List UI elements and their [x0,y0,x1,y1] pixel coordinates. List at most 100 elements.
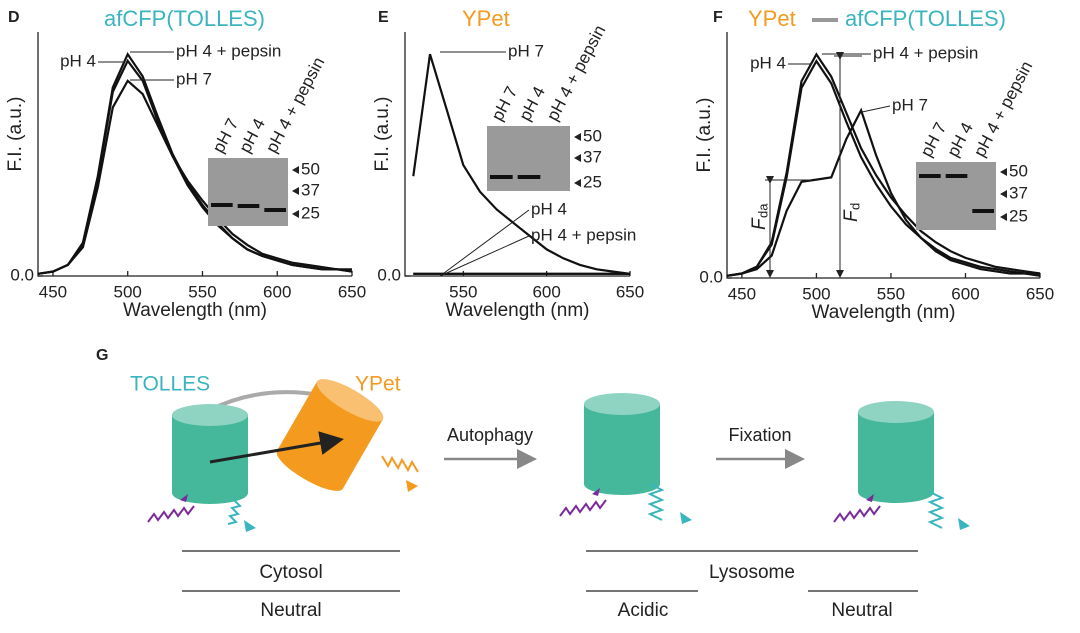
series-label: pH 4 [531,199,567,218]
gel-inset [916,162,996,230]
series-label: pH 4 + pepsin [873,43,978,62]
panel-letter: G [96,347,108,364]
x-tick-label: 500 [114,282,142,301]
annotation: F [841,209,862,222]
marker-arrow [574,154,581,162]
gel-band [264,208,286,212]
series-label: pH 7 [508,41,544,60]
x-tick-label: 550 [188,282,216,301]
annotation-sub: da [755,203,770,218]
y-tick-label: 0.0 [377,265,401,284]
marker-arrow [292,166,299,174]
series-label: pH 4 + pepsin [176,41,281,60]
lane-label: pH 4 + pepsin [262,54,328,156]
x-tick-label: 550 [449,282,477,301]
step2-label: Fixation [728,425,791,445]
chart-title: YPet [462,6,510,31]
gel-band [490,175,513,179]
y-axis-label: F.I. (a.u.) [694,98,715,173]
annotation-sub: d [847,203,862,210]
marker-label: 37 [1009,183,1028,202]
y-tick-label: 0.0 [10,265,34,284]
lane-label: pH 4 [943,119,977,160]
diagram: G TOLLES YPet Autophagy Fixation [96,347,970,621]
marker-arrow [1000,190,1007,198]
chart-title: afCFP(TOLLES) [104,6,265,31]
lane-label: pH 7 [209,115,243,156]
lysosome-ph: Acidic [618,600,669,621]
marker-arrow [1000,213,1007,221]
marker-label: 25 [583,172,602,191]
spectrum-line [37,79,352,275]
donor-label: TOLLES [130,373,210,396]
leader-line [439,209,530,277]
marker-label: 37 [301,180,320,199]
spectrum-line [726,107,1041,277]
x-axis-label: Wavelength (nm) [446,300,590,321]
series-label: pH 4 [60,51,96,70]
series-label: pH 4 + pepsin [531,225,636,244]
marker-arrow [292,187,299,195]
marker-label: 50 [301,159,320,178]
marker-arrow [1000,168,1007,176]
lane-label: pH 4 + pepsin [970,58,1036,160]
gel-band [211,203,233,207]
leader-line [439,235,530,277]
lane-label: pH 7 [917,119,951,160]
x-tick-label: 450 [39,282,67,301]
panel-letter: D [8,9,20,26]
acceptor-label: YPet [355,373,401,396]
lane-label: pH 7 [488,83,522,124]
panel-letter: E [378,9,389,26]
series-label: pH 7 [176,69,212,88]
x-tick-label: 650 [616,282,644,301]
marker-label: 25 [1009,206,1028,225]
x-tick-label: 500 [802,284,830,303]
marker-label: 50 [1009,161,1028,180]
cytosol-label: Cytosol [259,562,322,583]
series-label: pH 7 [892,95,928,114]
y-axis-label: F.I. (a.u.) [5,97,26,172]
lysosome-ph: Neutral [831,600,892,621]
panel-letter: F [713,9,723,26]
leader-line [861,105,891,113]
y-axis-label: F.I. (a.u.) [372,97,393,172]
gel-band [237,204,260,208]
marker-arrow [574,179,581,187]
marker-arrow [292,210,299,218]
x-tick-label: 600 [951,284,979,303]
spectrum-line [726,58,1040,277]
chart-title: YPet [748,6,796,31]
series-label: pH 4 [750,53,786,72]
marker-label: 50 [583,126,602,145]
lane-label: pH 4 [515,83,549,124]
annotation: F [749,217,770,230]
spectrum-line [37,58,353,275]
x-tick-label: 450 [728,284,756,303]
gel-band [517,175,541,179]
x-tick-label: 550 [877,284,905,303]
x-tick-label: 600 [532,282,560,301]
spectrum-line [412,53,631,275]
chart-title: afCFP(TOLLES) [845,6,1006,31]
step1-label: Autophagy [447,425,533,445]
x-tick-label: 650 [1026,284,1054,303]
y-tick-label: 0.0 [699,267,723,286]
cytosol-ph: Neutral [260,600,321,621]
gel-inset [487,126,570,191]
gel-band [919,174,941,178]
lane-label: pH 4 + pepsin [543,22,609,124]
lane-label: pH 4 [235,115,269,156]
x-tick-label: 650 [338,282,366,301]
gel-band [945,174,968,178]
gel-band [972,209,994,213]
x-axis-label: Wavelength (nm) [123,300,267,321]
x-tick-label: 600 [263,282,291,301]
marker-label: 25 [301,203,320,222]
marker-arrow [574,133,581,141]
marker-label: 37 [583,147,602,166]
gel-inset [208,158,288,226]
x-axis-label: Wavelength (nm) [812,302,956,323]
lysosome-label: Lysosome [709,562,795,583]
